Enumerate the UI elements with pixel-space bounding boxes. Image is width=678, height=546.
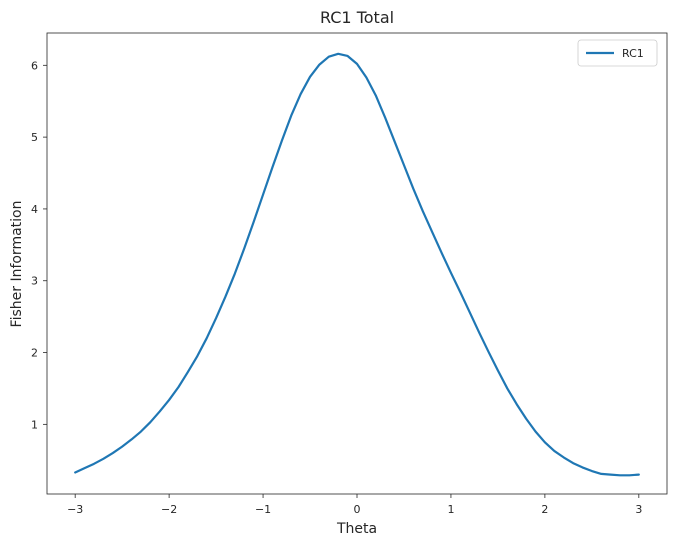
y-tick-label: 3 bbox=[31, 275, 38, 288]
legend: RC1 bbox=[577, 39, 658, 67]
x-axis-label: Theta bbox=[336, 521, 377, 537]
series-line-rc1 bbox=[74, 52, 640, 477]
x-tick-label: −1 bbox=[255, 503, 271, 516]
y-tick-label: 2 bbox=[31, 347, 38, 360]
plot-frame bbox=[46, 32, 668, 495]
x-tick-label: 3 bbox=[635, 503, 642, 516]
legend-box bbox=[577, 39, 658, 67]
x-axis-ticks: −3 −2 −1 0 1 2 3 bbox=[67, 494, 642, 516]
y-tick-label: 4 bbox=[31, 203, 38, 216]
legend-label: RC1 bbox=[622, 47, 644, 60]
y-tick-label: 1 bbox=[31, 418, 38, 431]
series-layer bbox=[74, 52, 640, 477]
y-axis-ticks: 1 2 3 4 5 6 bbox=[31, 59, 47, 431]
chart-title: RC1 Total bbox=[320, 8, 394, 27]
x-tick-label: 2 bbox=[541, 503, 548, 516]
y-tick-label: 6 bbox=[31, 59, 38, 72]
x-tick-label: −2 bbox=[161, 503, 177, 516]
y-axis-label: Fisher Information bbox=[9, 201, 25, 328]
y-tick-label: 5 bbox=[31, 131, 38, 144]
x-tick-label: 1 bbox=[447, 503, 454, 516]
x-tick-label: 0 bbox=[354, 503, 361, 516]
x-tick-label: −3 bbox=[67, 503, 83, 516]
